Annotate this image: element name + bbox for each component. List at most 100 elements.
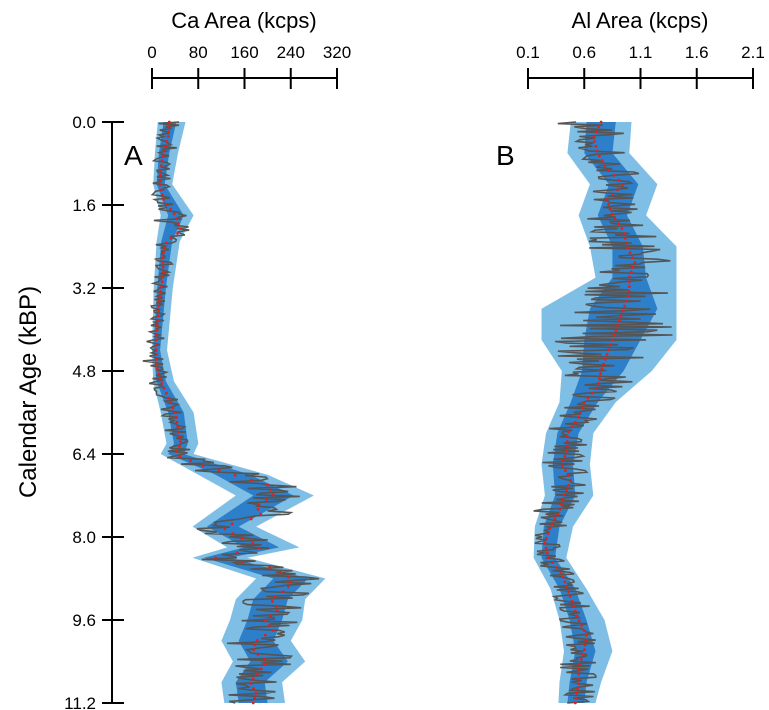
median-point xyxy=(625,299,628,303)
median-point xyxy=(178,454,182,458)
median-point xyxy=(159,188,163,192)
y-tick-label: 6.4 xyxy=(72,445,96,464)
median-point xyxy=(600,367,604,371)
panel-a-letter: A xyxy=(124,140,143,171)
median-point xyxy=(551,561,554,564)
median-point xyxy=(605,198,609,201)
median-point xyxy=(162,198,165,201)
median-point xyxy=(174,415,178,419)
median-point xyxy=(230,522,234,526)
median-point xyxy=(253,696,256,700)
median-point xyxy=(255,672,259,676)
y-axis: 0.0 1.6 3.2 4.8 6.4 8.0 9.6 11.2 xyxy=(64,113,124,710)
median-point xyxy=(611,193,614,197)
median-point xyxy=(271,493,275,497)
x-tick-label: 2.1 xyxy=(741,43,765,62)
median-point xyxy=(575,614,579,618)
median-point xyxy=(201,464,205,468)
median-point xyxy=(550,522,554,526)
median-point xyxy=(595,149,599,153)
median-point xyxy=(169,401,173,405)
median-point xyxy=(626,294,630,298)
median-point xyxy=(155,362,159,366)
median-point xyxy=(156,367,159,371)
median-point xyxy=(157,304,161,308)
median-point xyxy=(574,696,578,700)
median-point xyxy=(162,386,166,390)
median-point xyxy=(255,638,259,642)
median-point xyxy=(564,469,567,472)
median-point xyxy=(265,498,268,502)
median-point xyxy=(158,377,162,380)
median-point xyxy=(235,551,239,555)
median-point xyxy=(592,135,596,138)
median-point xyxy=(582,629,586,632)
median-point xyxy=(581,653,585,656)
median-point xyxy=(288,580,292,584)
median-point xyxy=(545,551,549,555)
median-point xyxy=(577,415,581,419)
median-point xyxy=(155,324,159,327)
median-point xyxy=(157,299,161,303)
median-point xyxy=(160,382,164,385)
median-point xyxy=(576,687,579,690)
median-point xyxy=(624,241,628,245)
median-point xyxy=(175,420,179,424)
median-point xyxy=(566,440,569,443)
panel-b-title: Al Area (kcps) xyxy=(572,8,709,33)
median-point xyxy=(594,130,598,134)
median-point xyxy=(628,251,632,255)
median-point xyxy=(620,227,624,230)
median-point xyxy=(631,256,634,259)
median-point xyxy=(160,285,163,288)
median-point xyxy=(582,401,586,405)
y-tick-label: 9.6 xyxy=(72,611,96,630)
median-point xyxy=(287,575,290,579)
median-point xyxy=(259,667,263,671)
x-tick-label: 1.6 xyxy=(685,43,709,62)
median-point xyxy=(609,343,612,347)
median-point xyxy=(251,541,255,545)
median-point xyxy=(573,701,577,705)
median-point xyxy=(607,202,610,206)
median-point xyxy=(251,701,255,705)
median-point xyxy=(599,372,602,376)
median-point xyxy=(155,333,159,337)
median-point xyxy=(613,217,617,221)
median-point xyxy=(608,207,612,211)
median-point xyxy=(164,144,168,148)
median-point xyxy=(155,338,158,342)
median-point xyxy=(257,503,260,506)
median-point xyxy=(157,372,161,376)
median-point xyxy=(572,604,575,608)
median-point xyxy=(566,435,569,439)
median-point xyxy=(622,232,626,235)
median-point xyxy=(553,517,557,521)
median-point xyxy=(567,430,570,434)
y-tick-label: 3.2 xyxy=(72,279,96,298)
median-point xyxy=(605,353,609,356)
median-point xyxy=(166,135,170,138)
median-point xyxy=(631,265,635,269)
median-point xyxy=(272,629,275,632)
y-tick-label: 4.8 xyxy=(72,362,96,381)
median-point xyxy=(249,517,253,521)
median-point xyxy=(599,120,603,124)
median-point xyxy=(161,154,165,158)
panel-a-ci-outer-band xyxy=(152,122,326,703)
median-point xyxy=(577,619,581,623)
median-point xyxy=(165,202,169,206)
median-point xyxy=(548,527,552,531)
median-point xyxy=(266,483,269,487)
median-point xyxy=(156,314,160,318)
median-point xyxy=(565,585,568,589)
median-point xyxy=(281,590,285,593)
median-point xyxy=(163,246,167,250)
median-point xyxy=(604,357,607,361)
median-point xyxy=(618,319,621,322)
median-point xyxy=(254,691,258,695)
median-point xyxy=(579,411,582,414)
median-point xyxy=(565,488,568,492)
median-point xyxy=(629,270,633,274)
median-point xyxy=(563,580,567,584)
